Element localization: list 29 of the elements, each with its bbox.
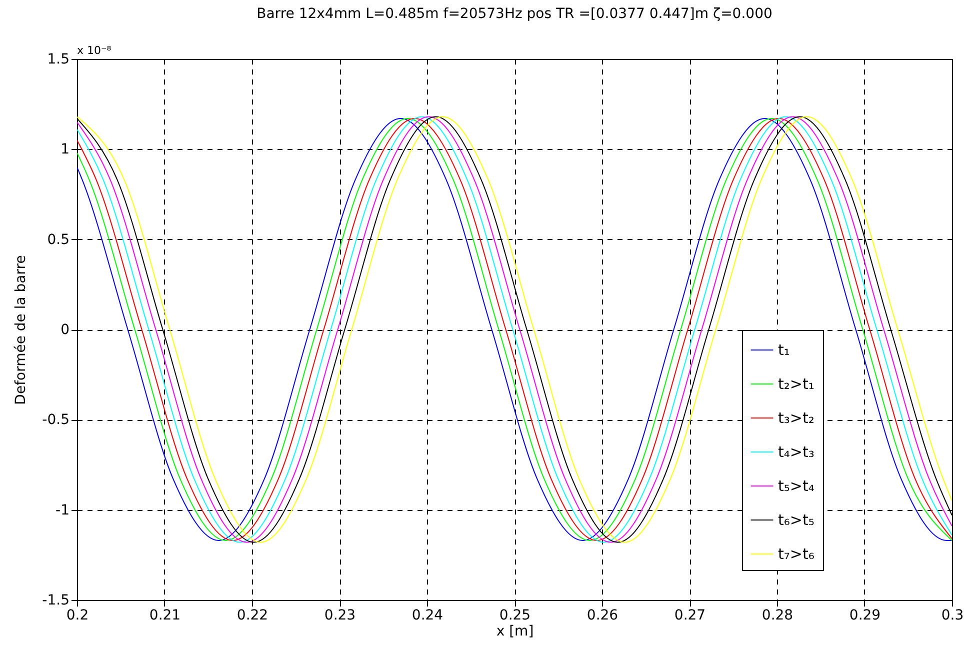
y-tick-label: -0.5 (42, 412, 70, 428)
x-tick-label: 0.22 (236, 608, 268, 624)
legend-label: t₆>t₅ (778, 511, 814, 529)
legend-label: t₄>t₃ (778, 443, 814, 461)
x-tick-label: 0.25 (499, 608, 531, 624)
y-tick-label: -1 (56, 502, 70, 518)
y-tick-label: 0 (60, 322, 70, 338)
x-tick-label: 0.23 (324, 608, 356, 624)
legend-label: t₇>t₆ (778, 545, 814, 563)
x-tick-label: 0.28 (762, 608, 794, 624)
legend-label: t₁ (778, 341, 790, 359)
y-tick-label: 0.5 (47, 232, 70, 248)
x-tick-label: 0.21 (149, 608, 181, 624)
x-tick-label: 0.29 (849, 608, 881, 624)
y-axis-title: Deformée de la barre (13, 255, 30, 405)
x-tick-label: 0.27 (674, 608, 706, 624)
y-tick-label: -1.5 (42, 592, 70, 608)
x-tick-label: 0.3 (941, 608, 964, 624)
text: x 10⁻⁸ (77, 44, 112, 57)
x-axis-title: x [m] (496, 624, 534, 640)
x-tick-label: 0.26 (586, 608, 618, 624)
legend-label: t₂>t₁ (778, 375, 814, 393)
x-tick-label: 0.2 (66, 608, 89, 624)
y-tick-label: 1 (60, 142, 70, 158)
x-tick-label: 0.24 (412, 608, 444, 624)
legend-label: t₃>t₂ (778, 409, 814, 427)
y-tick-label: 1.5 (47, 52, 70, 68)
legend-label: t₅>t₄ (778, 477, 814, 495)
chart-title: Barre 12x4mm L=0.485m f=20573Hz pos TR =[0.0377 0.447]m ζ=0.000 (256, 6, 772, 22)
